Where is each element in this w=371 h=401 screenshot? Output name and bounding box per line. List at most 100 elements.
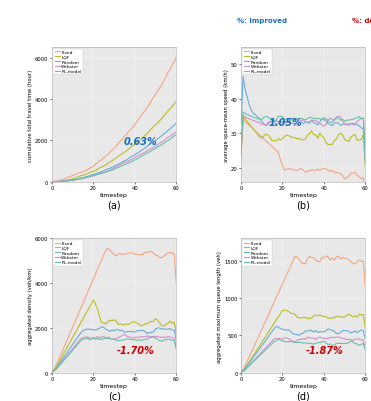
- Random: [270, 119, 275, 124]
- Legend: Fixed, LQF, Random, Webster, RL-model: Fixed, LQF, Random, Webster, RL-model: [53, 49, 83, 75]
- Fixed: [118, 252, 122, 257]
- Webster: [349, 122, 353, 127]
- Fixed: [363, 288, 368, 292]
- LQF: [307, 316, 312, 320]
- RL-model: [349, 118, 353, 123]
- Random: [264, 338, 268, 342]
- Random: [285, 120, 289, 125]
- LQF: [307, 132, 312, 137]
- RL-model: [276, 337, 280, 342]
- Random: [118, 328, 122, 333]
- LQF: [81, 174, 85, 178]
- Fixed: [349, 171, 353, 176]
- Random: [50, 370, 54, 375]
- Line: Random: Random: [241, 77, 365, 165]
- Webster: [363, 156, 368, 161]
- Random: [266, 123, 270, 128]
- Fixed: [75, 172, 79, 177]
- LQF: [239, 370, 243, 375]
- Y-axis label: aggregated density (veh/km): aggregated density (veh/km): [28, 267, 33, 344]
- Webster: [75, 341, 79, 346]
- LQF: [118, 322, 122, 326]
- Webster: [270, 119, 275, 124]
- Random: [116, 162, 121, 167]
- LQF: [315, 136, 320, 141]
- Webster: [239, 370, 243, 375]
- Random: [307, 328, 312, 333]
- RL-model: [95, 172, 100, 177]
- Random: [174, 121, 178, 126]
- Random: [174, 338, 178, 343]
- Random: [50, 180, 54, 185]
- Random: [315, 123, 320, 128]
- Random: [75, 177, 79, 182]
- Text: (a): (a): [107, 200, 121, 211]
- Webster: [50, 180, 54, 185]
- Fixed: [313, 258, 318, 263]
- LQF: [95, 307, 100, 312]
- Random: [79, 330, 83, 335]
- RL-model: [75, 343, 79, 348]
- LQF: [241, 114, 245, 119]
- Webster: [285, 121, 289, 126]
- Fixed: [315, 167, 320, 172]
- RL-model: [116, 338, 121, 343]
- RL-model: [118, 165, 122, 170]
- RL-model: [81, 176, 85, 181]
- Random: [363, 338, 368, 342]
- LQF: [285, 308, 289, 313]
- Webster: [122, 332, 127, 337]
- Webster: [127, 334, 131, 339]
- LQF: [285, 134, 289, 138]
- Webster: [75, 178, 79, 182]
- RL-model: [315, 341, 320, 346]
- Random: [124, 158, 129, 163]
- LQF: [50, 180, 54, 185]
- Line: Webster: Webster: [52, 334, 176, 372]
- LQF: [266, 133, 270, 138]
- Random: [93, 328, 98, 332]
- Line: RL-model: RL-model: [241, 339, 365, 373]
- RL-model: [50, 180, 54, 185]
- Line: Webster: Webster: [241, 337, 365, 373]
- Line: RL-model: RL-model: [241, 113, 365, 159]
- Webster: [315, 120, 320, 125]
- Webster: [313, 337, 318, 342]
- Fixed: [239, 369, 243, 374]
- Text: (d): (d): [296, 391, 310, 401]
- Fixed: [106, 246, 110, 251]
- RL-model: [239, 151, 243, 156]
- Fixed: [349, 259, 353, 264]
- LQF: [282, 308, 287, 313]
- RL-model: [285, 117, 289, 122]
- Webster: [50, 370, 54, 375]
- Line: Fixed: Fixed: [52, 249, 176, 372]
- RL-model: [363, 348, 368, 353]
- Text: 0.63%: 0.63%: [124, 137, 158, 147]
- LQF: [268, 327, 272, 332]
- Fixed: [50, 369, 54, 374]
- Webster: [268, 341, 272, 346]
- LQF: [349, 313, 353, 318]
- Line: LQF: LQF: [241, 117, 365, 170]
- Webster: [174, 346, 178, 350]
- Random: [239, 124, 243, 129]
- LQF: [174, 99, 178, 104]
- Line: Random: Random: [52, 327, 176, 372]
- Fixed: [50, 180, 54, 185]
- Webster: [158, 142, 162, 146]
- Fixed: [264, 318, 268, 323]
- Fixed: [241, 117, 245, 122]
- Legend: Fixed, LQF, Random, Webster, RL-model: Fixed, LQF, Random, Webster, RL-model: [53, 240, 83, 266]
- Random: [99, 324, 104, 329]
- LQF: [239, 154, 243, 158]
- Fixed: [239, 156, 243, 161]
- LQF: [160, 324, 164, 328]
- Random: [315, 330, 320, 335]
- RL-model: [160, 339, 164, 344]
- Text: (c): (c): [108, 391, 121, 401]
- LQF: [160, 117, 164, 122]
- Fixed: [158, 86, 162, 91]
- RL-model: [363, 156, 368, 161]
- LQF: [174, 332, 178, 336]
